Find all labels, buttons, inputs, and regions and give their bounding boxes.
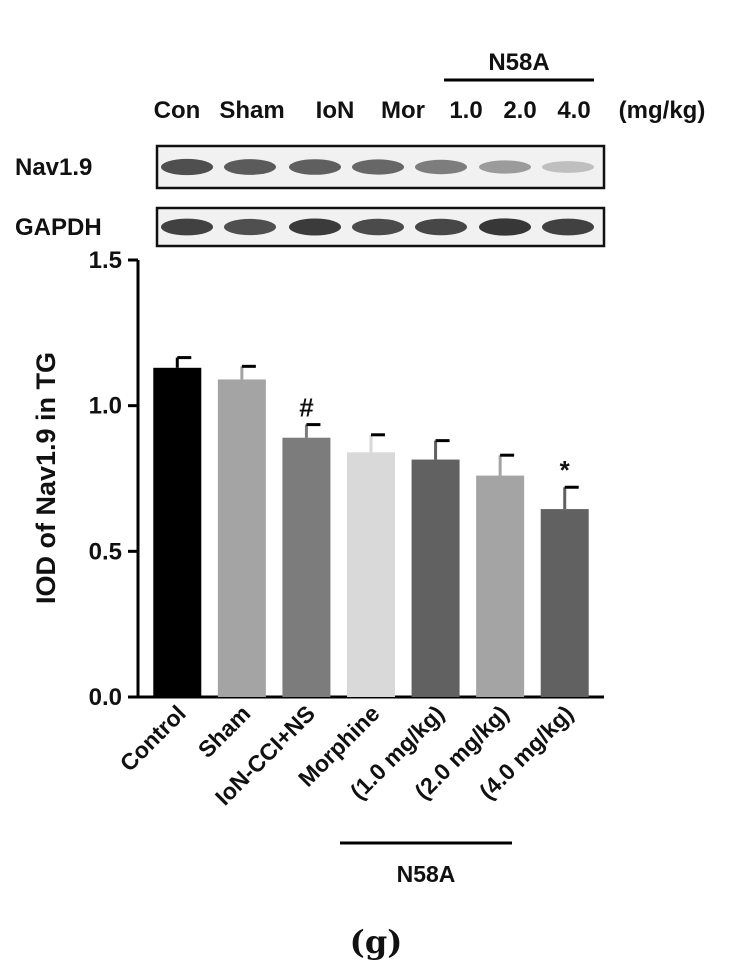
blot-band [542, 218, 594, 236]
group-bracket: N58A [340, 841, 512, 887]
blot-band [224, 159, 276, 175]
group-label: N58A [397, 861, 456, 887]
bar [217, 379, 266, 697]
lane-label: 4.0 [557, 97, 590, 124]
blot-header: N58A Con Sham IoN Mor 1.0 2.0 4.0 (mg/kg) [154, 49, 706, 124]
blot-band [352, 159, 404, 175]
lane-label: 2.0 [503, 97, 536, 124]
blot-band [352, 218, 404, 236]
bars: #* [153, 356, 589, 697]
bar [540, 509, 589, 697]
blot-band [289, 218, 341, 236]
x-tick-label: Control [115, 700, 191, 776]
lane-label: Sham [219, 97, 284, 124]
y-tick-label: 1.5 [89, 247, 122, 274]
bar-chart: IOD of Nav1.9 in TG 0.00.51.01.5 #* Cont… [31, 247, 604, 887]
blot-row: GAPDH [15, 206, 606, 248]
blot-band [479, 218, 531, 236]
significance-mark: * [560, 455, 571, 485]
blot-band [542, 161, 594, 173]
blot-row-label: Nav1.9 [15, 154, 92, 181]
bar [282, 437, 331, 697]
blot-band [479, 160, 531, 174]
blot-row: Nav1.9 [15, 144, 606, 190]
blot-row-label: GAPDH [15, 214, 102, 241]
blot-band [161, 218, 213, 236]
y-tick-label: 0.5 [89, 538, 122, 565]
lane-label: IoN [316, 97, 355, 124]
bar [347, 452, 395, 697]
bar [411, 459, 460, 697]
bar [476, 475, 525, 697]
lane-label: Mor [381, 97, 425, 124]
lane-label: (mg/kg) [619, 97, 706, 124]
lane-labels: Con Sham IoN Mor 1.0 2.0 4.0 (mg/kg) [154, 97, 706, 124]
lane-label: 1.0 [449, 97, 482, 124]
x-tick-label: Sham [193, 700, 256, 763]
blot-group-label: N58A [488, 49, 549, 76]
blot-band [224, 218, 276, 236]
blot-rows: Nav1.9 GAPDH [15, 144, 606, 248]
bar [153, 367, 202, 697]
blot-band [161, 158, 213, 176]
y-tick-label: 0.0 [89, 684, 122, 711]
y-tick-label: 1.0 [89, 393, 122, 420]
lane-label: Con [154, 97, 201, 124]
significance-mark: # [299, 393, 314, 423]
blot-band [289, 159, 341, 175]
y-axis-label: IOD of Nav1.9 in TG [31, 352, 61, 604]
blot-band [415, 159, 467, 175]
panel-label: (g) [350, 923, 403, 961]
blot-band [415, 218, 467, 236]
